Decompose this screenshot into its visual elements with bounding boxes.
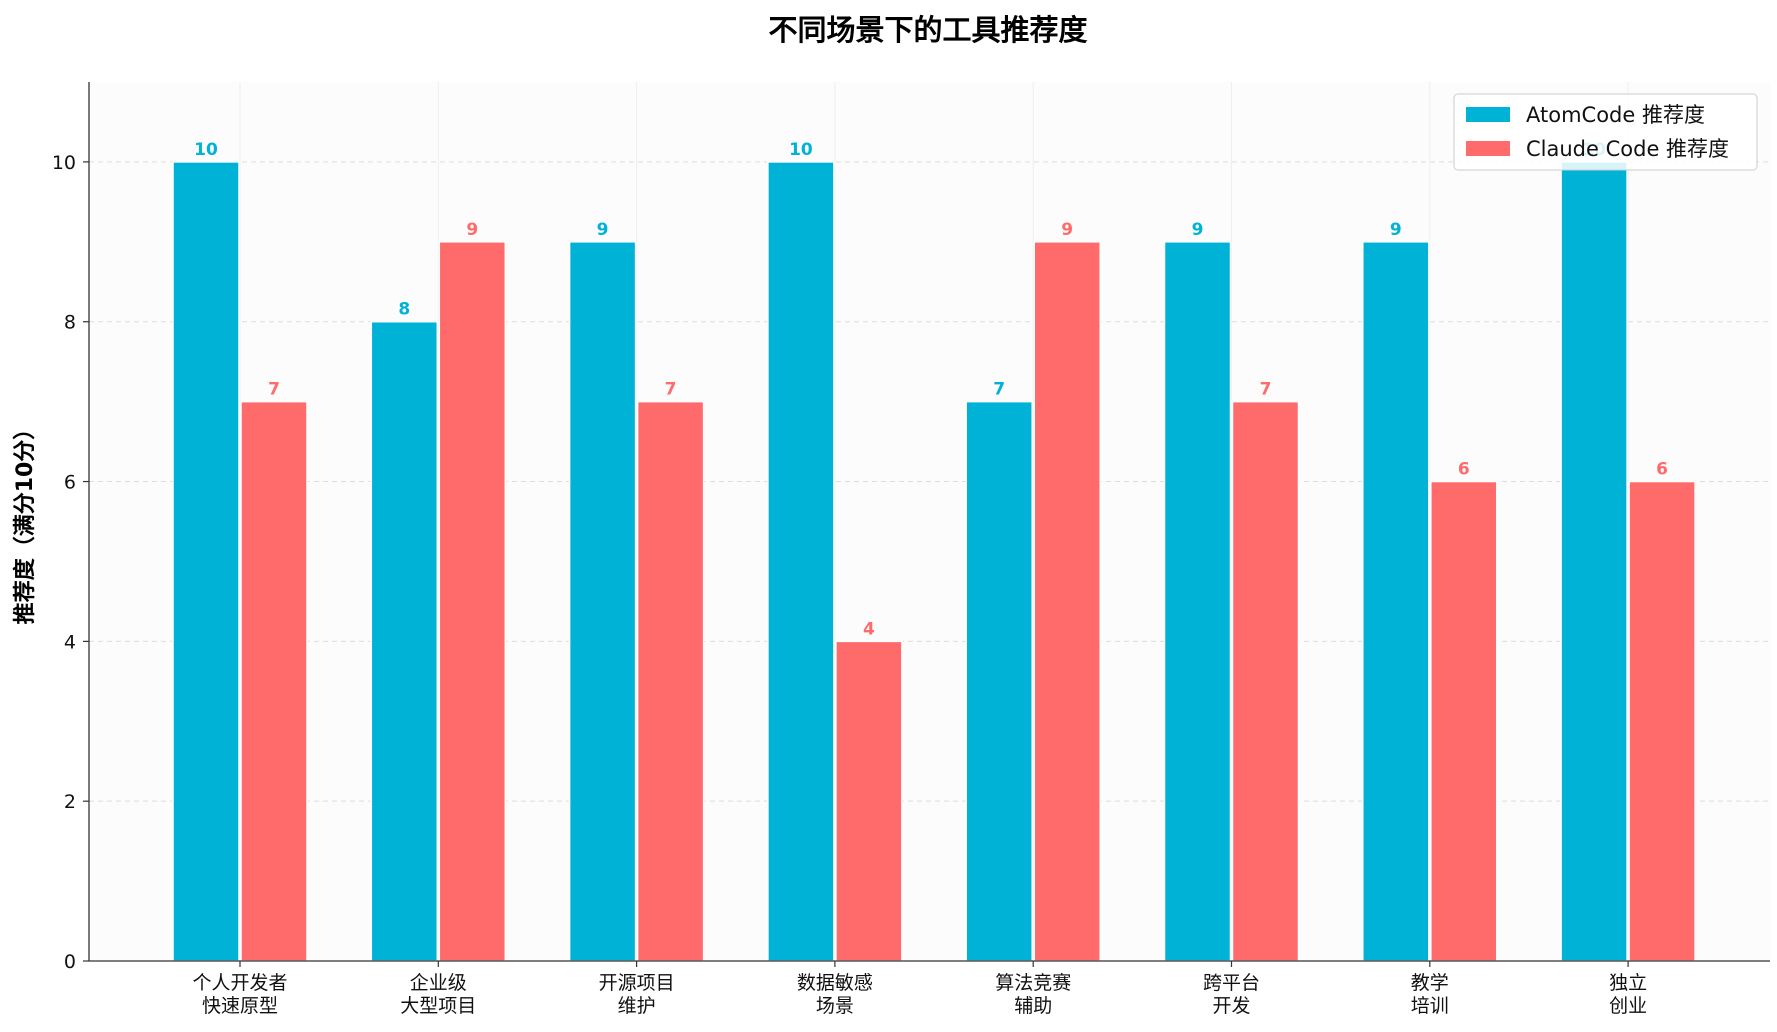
bar-claude xyxy=(1033,241,1101,962)
bar-atomcode xyxy=(767,161,835,962)
x-tick-label: 算法竞赛 xyxy=(995,972,1071,994)
x-tick-label: 创业 xyxy=(1609,995,1647,1017)
y-tick-label: 4 xyxy=(64,631,76,653)
bar-claude xyxy=(1430,480,1498,962)
data-label-atomcode: 9 xyxy=(597,220,609,240)
bar-atomcode xyxy=(1163,241,1232,962)
x-tick-label: 大型项目 xyxy=(400,995,476,1017)
bar-claude xyxy=(835,640,903,962)
data-label-claude: 9 xyxy=(466,220,478,240)
x-tick-label: 快速原型 xyxy=(202,995,278,1017)
y-ticks: 0 2 4 6 8 10 xyxy=(52,152,89,973)
y-tick-label: 8 xyxy=(64,312,76,334)
legend: AtomCode 推荐度 Claude Code 推荐度 xyxy=(1453,93,1758,171)
grid-layer xyxy=(89,82,1770,961)
bar-atomcode xyxy=(1560,161,1628,962)
data-label-atomcode: 8 xyxy=(398,300,410,320)
y-tick-label: 0 xyxy=(64,951,76,973)
legend-label-claude: Claude Code 推荐度 xyxy=(1526,137,1729,161)
y-tick-label: 6 xyxy=(64,472,76,494)
bar-atomcode xyxy=(965,400,1033,962)
bar-atomcode xyxy=(568,241,637,962)
x-tick-label: 培训 xyxy=(1411,995,1449,1017)
bar-claude xyxy=(438,241,507,962)
x-tick-label: 个人开发者 xyxy=(192,972,287,994)
bar-atomcode xyxy=(370,320,439,962)
legend-swatch-atomcode xyxy=(1466,107,1510,122)
data-label-atomcode: 9 xyxy=(1192,220,1204,240)
bar-claude xyxy=(1628,480,1696,962)
data-label-claude: 7 xyxy=(1260,380,1272,400)
y-axis-label: 推荐度（满分10分） xyxy=(12,418,38,625)
data-label-atomcode: 10 xyxy=(194,140,218,160)
data-label-claude: 6 xyxy=(1458,460,1470,480)
data-label-atomcode: 7 xyxy=(993,380,1005,400)
data-label-claude: 9 xyxy=(1061,220,1073,240)
data-label-atomcode: 9 xyxy=(1390,220,1402,240)
data-label-claude: 7 xyxy=(268,380,280,400)
x-tick-label: 教学 xyxy=(1411,972,1449,994)
x-tick-label: 企业级 xyxy=(410,972,467,994)
legend-label-atomcode: AtomCode 推荐度 xyxy=(1526,103,1705,127)
chart-title: 不同场景下的工具推荐度 xyxy=(768,13,1087,47)
x-tick-label: 独立 xyxy=(1609,972,1647,994)
bars-layer xyxy=(172,161,1696,962)
data-label-atomcode: 10 xyxy=(789,140,813,160)
plot-area xyxy=(89,82,1770,961)
bar-atomcode xyxy=(1362,241,1430,962)
bar-claude xyxy=(1231,400,1300,962)
data-labels: 1078997104799796106 xyxy=(194,140,1668,639)
data-label-claude: 6 xyxy=(1656,460,1668,480)
x-tick-label: 辅助 xyxy=(1014,995,1052,1017)
x-tick-label: 数据敏感 xyxy=(797,972,873,994)
y-tick-label: 2 xyxy=(64,791,76,813)
data-label-claude: 4 xyxy=(863,619,875,639)
x-tick-label: 开源项目 xyxy=(599,972,675,994)
bar-claude xyxy=(240,400,308,962)
legend-frame xyxy=(1453,93,1758,171)
x-tick-label: 场景 xyxy=(816,995,854,1017)
x-tick-label: 跨平台 xyxy=(1203,972,1260,994)
bar-claude xyxy=(636,400,705,962)
y-tick-label: 10 xyxy=(52,152,76,174)
axes-layer xyxy=(88,82,1770,962)
x-tick-label: 维护 xyxy=(618,995,656,1017)
data-label-claude: 7 xyxy=(665,380,677,400)
x-tick-label: 开发 xyxy=(1212,995,1250,1017)
bar-atomcode xyxy=(172,161,240,962)
legend-swatch-claude xyxy=(1466,141,1510,156)
